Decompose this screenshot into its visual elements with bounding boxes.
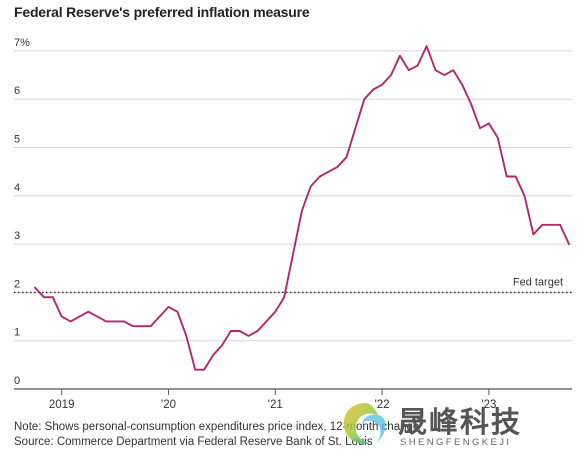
gridlines [14, 50, 572, 342]
y-tick-label-2: 2 [14, 278, 20, 290]
x-tick-label-1: '20 [161, 399, 176, 411]
y-tick-label-1: 1 [14, 327, 20, 339]
chart-title: Federal Reserve's preferred inflation me… [14, 4, 310, 20]
watermark-text-en: SHENGFENGKEJI [400, 437, 512, 448]
y-tick-label-7: 7% [14, 37, 30, 49]
x-tick-label-4: '23 [481, 399, 496, 411]
x-axis: 2019 '20 '21 '22 '23 [14, 388, 572, 411]
chart-notes: Note: Shows personal-consumption expendi… [14, 420, 419, 450]
note-text: Note: Shows personal-consumption expendi… [14, 421, 420, 433]
series [34, 45, 570, 371]
x-tick-label-2: '21 [268, 399, 283, 411]
watermark-logo: 晟峰科技 SHENGFENGKEJI [336, 397, 536, 453]
watermark-text-cn: 晟峰科技 [398, 405, 523, 439]
y-tick-label-6: 6 [14, 85, 20, 97]
source-text: Source: Commerce Department via Federal … [14, 436, 373, 448]
y-tick-label-3: 3 [14, 230, 20, 242]
y-tick-label-5: 5 [14, 134, 20, 146]
fed-target: Fed target [14, 276, 572, 294]
fed-target-label: Fed target [513, 276, 563, 288]
y-tick-label-4: 4 [14, 182, 20, 194]
x-tick-label-0: 2019 [49, 399, 75, 411]
series-line-0 [34, 45, 570, 371]
x-tick-label-3: '22 [375, 399, 390, 411]
y-tick-label-0: 0 [14, 375, 20, 387]
y-axis-labels: 0 1 2 3 4 5 6 7% [14, 37, 30, 387]
watermark-swirl-icon [343, 403, 386, 445]
